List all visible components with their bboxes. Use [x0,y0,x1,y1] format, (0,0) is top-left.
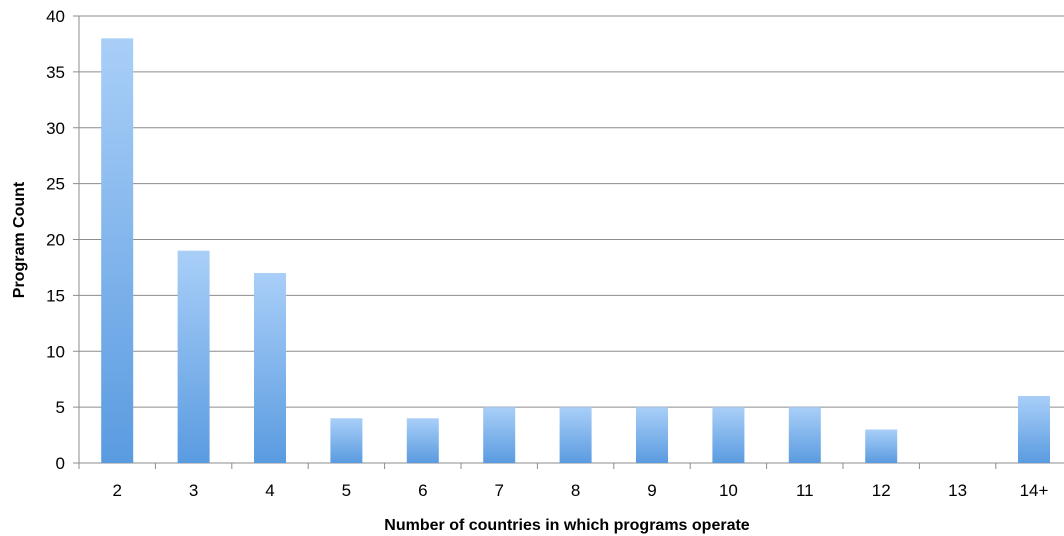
bar-10 [712,407,745,463]
bar-4 [254,273,286,463]
y-tick-label: 10 [46,342,65,361]
y-tick-label: 15 [46,286,65,305]
x-tick-label: 14+ [1020,481,1049,500]
bar-6 [406,418,439,463]
y-tick-label: 30 [46,119,65,138]
y-tick-label: 20 [46,231,65,250]
bar-11 [788,407,821,463]
bar-12 [865,429,898,463]
y-axis-title: Program Count [11,181,28,298]
y-tick-label: 40 [46,7,65,26]
bar-14+ [1018,395,1050,463]
y-tick-labels: 0 5 10 15 20 25 30 35 40 [46,7,65,473]
x-tick-label: 12 [872,481,891,500]
bars [101,38,1050,463]
y-tick-label: 0 [56,454,65,473]
y-tick-label: 5 [56,398,65,417]
x-axis-title: Number of countries in which programs op… [384,517,749,534]
gridlines [79,15,1064,408]
x-tick-label: 2 [112,481,121,500]
y-tick-label: 25 [46,175,65,194]
x-tick-label: 9 [647,481,656,500]
bar-5 [330,418,363,463]
bar-8 [559,407,592,463]
x-tick-label: 4 [265,481,274,500]
bar-7 [483,407,516,463]
bar-2 [101,38,134,463]
bar-3 [177,250,210,463]
x-tick-label: 6 [418,481,427,500]
y-tick-label: 35 [46,63,65,82]
x-tick-label: 11 [796,481,814,500]
x-tick-label: 7 [494,481,503,500]
bar-9 [636,407,668,463]
x-tick-label: 13 [948,481,967,500]
x-tick-label: 10 [719,481,738,500]
axes [73,15,1064,469]
x-tick-label: 5 [342,481,351,500]
x-tick-labels: 2 3 4 5 6 7 8 9 10 11 12 13 14+ [112,481,1048,500]
x-tick-label: 3 [189,481,198,500]
x-tick-label: 8 [571,481,580,500]
